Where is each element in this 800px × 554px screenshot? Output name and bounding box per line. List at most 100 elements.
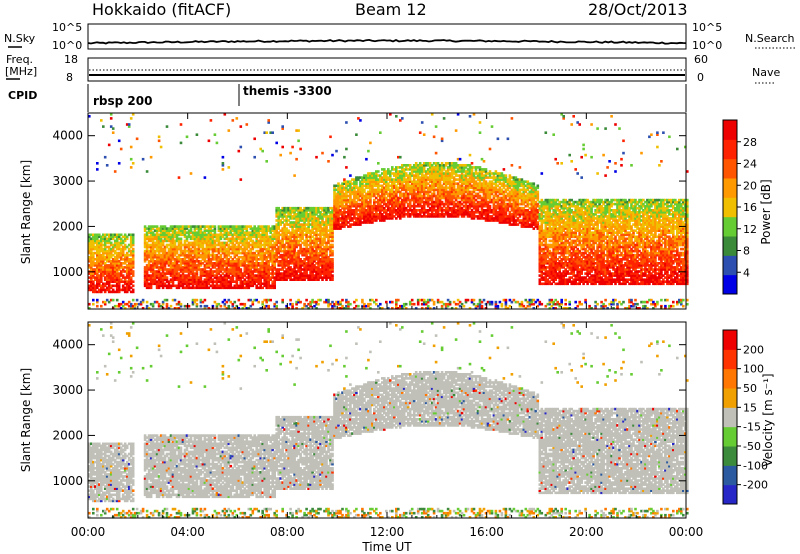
power-cell (341, 188, 344, 192)
power-cell (247, 272, 251, 275)
power-cell (293, 266, 296, 269)
power-cell (311, 274, 314, 277)
power-cell (329, 231, 332, 234)
power-cell (438, 194, 442, 198)
power-cell (229, 225, 233, 228)
power-cell (373, 200, 376, 204)
power-cell (197, 227, 201, 230)
power-cell (353, 307, 356, 310)
power-cell (397, 174, 400, 177)
power-cell (442, 117, 446, 120)
power-cell (257, 243, 260, 247)
power-cell (293, 249, 296, 253)
power-cell (285, 272, 288, 275)
power-cell (267, 268, 270, 271)
power-cell (414, 188, 418, 192)
power-cell (255, 278, 258, 281)
power-cell (434, 200, 438, 204)
power-cell (253, 274, 256, 277)
power-cell (127, 253, 131, 257)
power-cell (98, 284, 101, 288)
power-cell (157, 278, 161, 281)
power-cell (444, 184, 448, 188)
power-cell (90, 276, 93, 279)
power-cell (273, 286, 276, 290)
power-cell (410, 174, 414, 177)
power-cell (331, 307, 334, 310)
power-cell (448, 196, 452, 200)
power-cell (109, 251, 113, 255)
power-cell (335, 206, 338, 210)
power-cell (123, 280, 127, 283)
power-cell (363, 209, 366, 212)
power-cell (436, 174, 440, 177)
power-cell (111, 270, 115, 273)
power-cell (385, 217, 388, 220)
power-cell (373, 217, 376, 220)
power-cell (103, 266, 107, 269)
power-cell (299, 229, 302, 232)
power-cell (187, 262, 191, 265)
power-cell (317, 260, 320, 263)
power-cell (221, 258, 225, 261)
power-cell (327, 209, 330, 212)
power-cell (98, 233, 101, 237)
power-cell (277, 223, 280, 226)
power-cell (289, 302, 292, 306)
power-cell (187, 225, 191, 228)
power-cell (432, 300, 436, 304)
power-cell (181, 268, 185, 271)
power-cell (430, 198, 434, 202)
power-cell (177, 229, 181, 232)
power-cell (267, 247, 270, 251)
power-cell (295, 219, 298, 222)
power-cell (321, 219, 324, 222)
power-cell (117, 266, 121, 269)
power-cell (341, 215, 344, 218)
power-cell (183, 251, 187, 255)
power-cell (446, 192, 450, 196)
power-cell (173, 243, 177, 247)
power-cell (283, 272, 286, 275)
power-cell (227, 298, 231, 302)
power-cell (406, 174, 410, 177)
power-cell (367, 209, 370, 212)
power-cell (303, 247, 306, 251)
power-cell (381, 219, 384, 222)
power-cell (263, 262, 266, 265)
power-cell (179, 247, 183, 251)
power-cell (273, 266, 276, 269)
power-cell (181, 270, 185, 273)
power-cell (397, 298, 400, 302)
power-cell (125, 274, 129, 277)
power-cell (199, 235, 203, 239)
power-cell (381, 194, 384, 198)
power-cell (367, 182, 370, 185)
power-cell (159, 233, 163, 237)
power-cell (129, 304, 133, 308)
power-cell (171, 255, 175, 259)
power-cell (195, 251, 199, 255)
power-cell (393, 190, 396, 194)
power-cell (434, 188, 438, 192)
power-cell (227, 258, 231, 261)
power-cell (113, 241, 117, 245)
power-cell (289, 209, 292, 212)
power-cell (177, 307, 181, 310)
power-cell (92, 247, 95, 251)
power-cell (207, 235, 211, 239)
power-cell (149, 233, 153, 237)
power-cell (285, 206, 288, 210)
power-cell (385, 300, 388, 304)
power-cell (249, 304, 253, 308)
power-cell (281, 206, 284, 210)
power-cell (129, 237, 133, 241)
power-cell (241, 231, 245, 234)
power-cell (129, 245, 133, 249)
power-cell (191, 233, 195, 237)
power-cell (191, 286, 195, 290)
power-cell (261, 231, 264, 234)
power-cell (287, 272, 290, 275)
power-cell (183, 260, 187, 263)
power-cell (121, 268, 125, 271)
